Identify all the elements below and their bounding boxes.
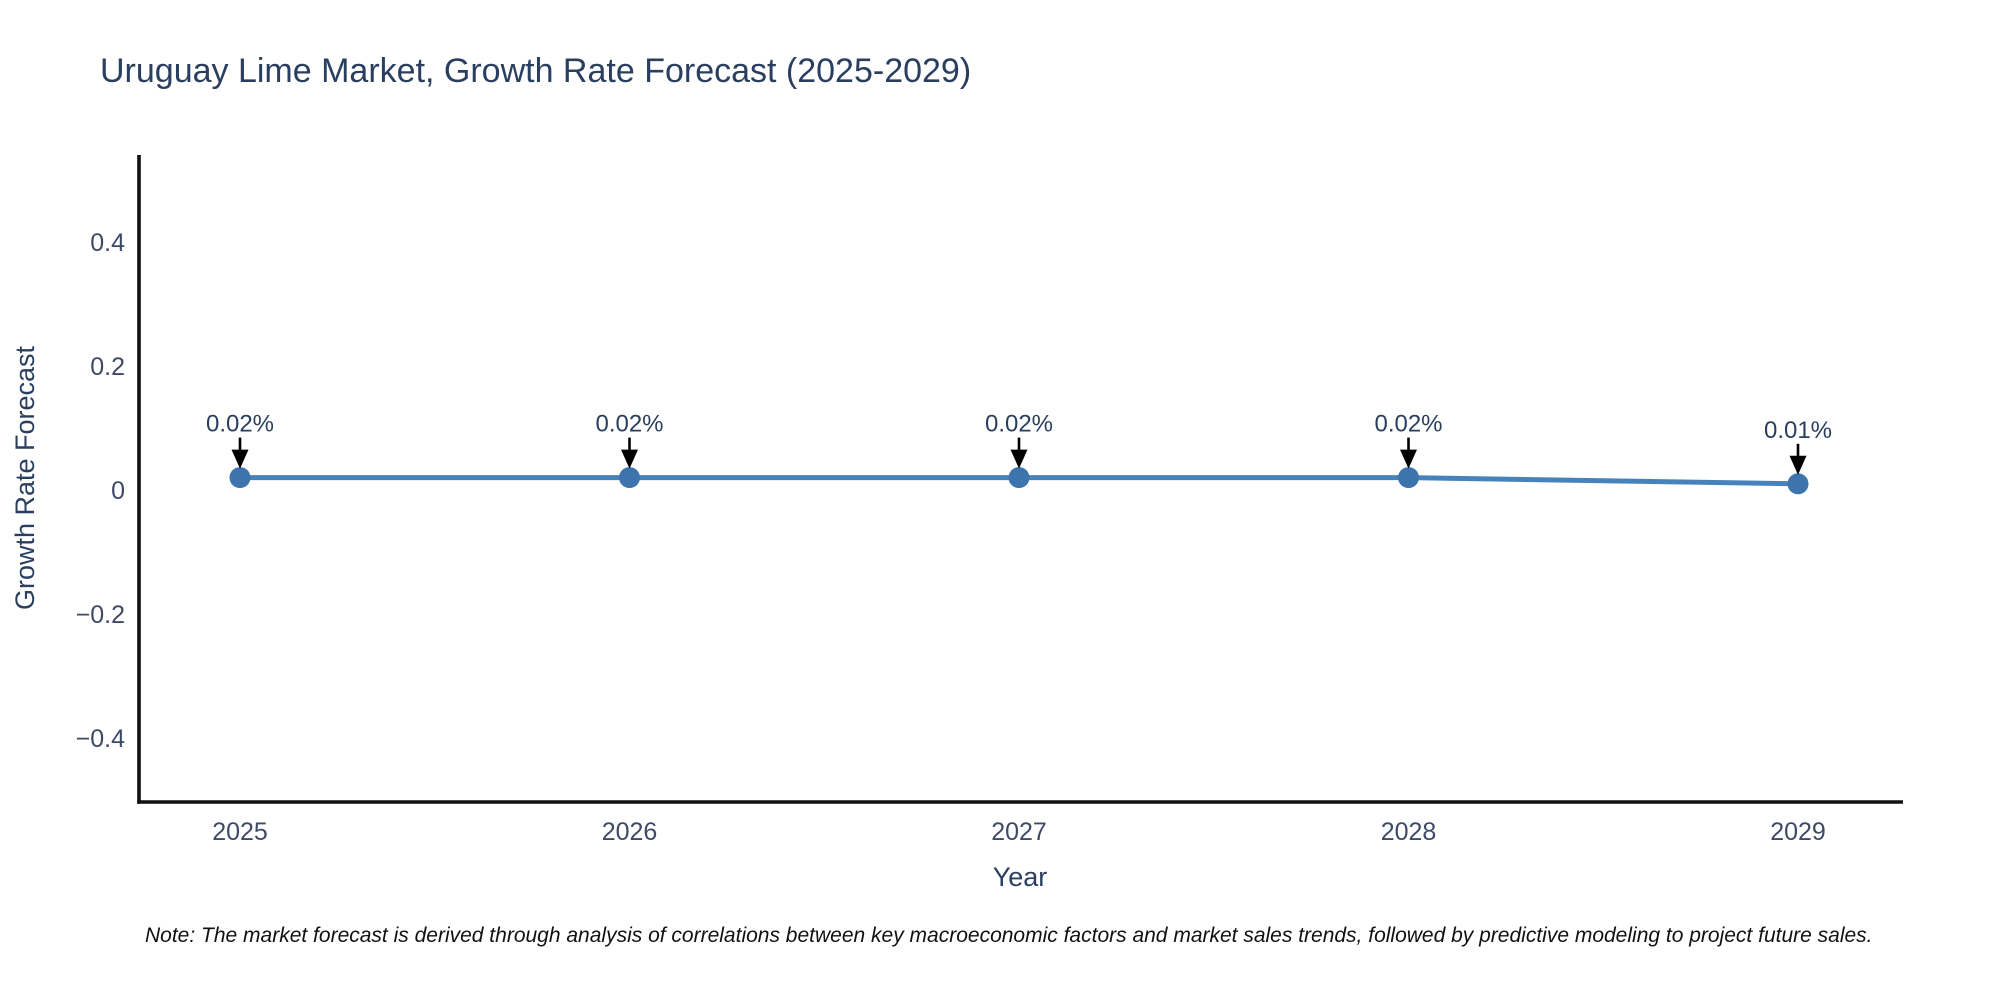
data-point-marker <box>1398 467 1419 489</box>
annotations-group: 0.02% 0.02% 0.02% 0.02% 0.01% <box>206 411 1832 475</box>
x-tick-label: 2026 <box>602 818 658 846</box>
point-annotation-label: 0.02% <box>985 411 1053 438</box>
x-tick-label: 2025 <box>212 818 268 846</box>
annotation-arrowhead-icon <box>1400 449 1417 469</box>
point-annotation-label: 0.02% <box>206 411 274 438</box>
annotation-arrowhead-icon <box>231 449 249 469</box>
y-tick-label: 0 <box>111 477 125 505</box>
x-tick-label: 2027 <box>991 818 1047 846</box>
y-tick-label: 0.4 <box>90 229 125 257</box>
annotation-arrowhead-icon <box>1789 455 1807 475</box>
point-annotation-label: 0.02% <box>1374 411 1442 438</box>
y-axis-title: Growth Rate Forecast <box>10 345 40 610</box>
x-axis-title: Year <box>993 862 1048 892</box>
data-point-marker <box>619 467 640 489</box>
y-tick-label: −0.2 <box>76 601 125 629</box>
y-tick-label: −0.4 <box>76 725 125 753</box>
y-tick-labels: 0.4 0.2 0 −0.2 −0.4 <box>76 229 125 753</box>
point-annotation-label: 0.01% <box>1764 417 1832 444</box>
footnote: Note: The market forecast is derived thr… <box>145 924 1873 947</box>
annotation-arrowhead-icon <box>1010 449 1028 469</box>
y-tick-label: 0.2 <box>90 353 125 381</box>
data-point-marker <box>1008 467 1030 489</box>
data-point-marker <box>229 467 251 489</box>
series-group <box>229 467 1809 495</box>
x-tick-label: 2028 <box>1381 818 1437 846</box>
annotation-arrowhead-icon <box>621 449 638 469</box>
x-tick-label: 2029 <box>1770 818 1826 846</box>
chart-title: Uruguay Lime Market, Growth Rate Forecas… <box>100 52 971 90</box>
x-tick-labels: 2025 2026 2027 2028 2029 <box>212 818 1826 846</box>
data-point-marker <box>1787 473 1809 495</box>
point-annotation-label: 0.02% <box>595 411 663 438</box>
